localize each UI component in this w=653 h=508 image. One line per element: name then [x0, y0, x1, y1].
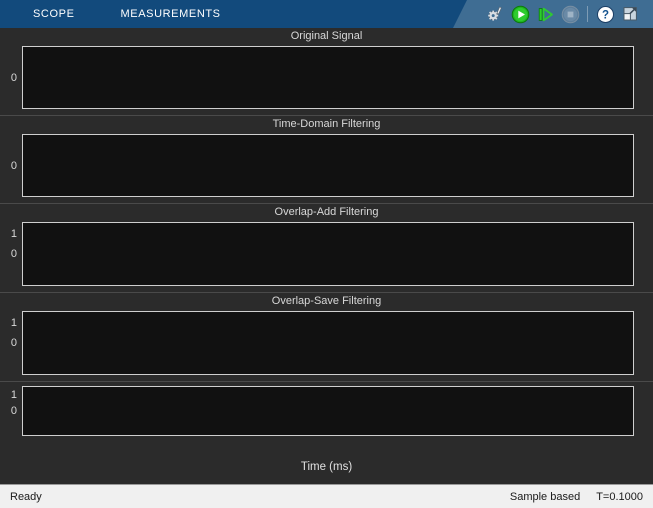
plot-title-overlap-save-filtering: Overlap-Save Filtering [271, 295, 382, 307]
status-bar: Ready Sample based T=0.1000 [0, 484, 653, 508]
x-axis-title: Time (ms) [300, 461, 353, 473]
y-axis-bottom: 1 0 [0, 386, 20, 436]
run-icon[interactable] [509, 3, 531, 25]
plot-title-overlap-add-filtering: Overlap-Add Filtering [274, 206, 379, 218]
plot-panel-overlap-save-filtering[interactable]: Overlap-Save Filtering 1 0 [0, 293, 653, 382]
y-tick-label: 0 [10, 404, 17, 417]
plot-area-overlap-save-filtering[interactable] [22, 311, 634, 375]
status-frame-mode: Sample based [509, 490, 581, 503]
configuration-properties-icon[interactable] [484, 3, 506, 25]
y-axis-original-signal: 0 [0, 46, 20, 109]
stop-icon [559, 3, 581, 25]
help-icon[interactable]: ? [594, 3, 616, 25]
plot-panel-bottom[interactable]: 1 0 [0, 382, 653, 440]
status-message: Ready [10, 490, 42, 503]
plot-panel-time-domain-filtering[interactable]: Time-Domain Filtering 0 [0, 116, 653, 204]
y-tick-label: 1 [10, 317, 17, 330]
tab-measurements[interactable]: MEASUREMENTS [120, 8, 221, 20]
plot-title-original-signal: Original Signal [290, 30, 363, 42]
step-forward-icon[interactable] [534, 3, 556, 25]
toolstrip-tabs: SCOPE MEASUREMENTS [0, 0, 233, 28]
y-axis-time-domain-filtering: 0 [0, 134, 20, 197]
y-tick-label: 0 [10, 248, 17, 260]
plot-area-time-domain-filtering[interactable] [22, 134, 634, 197]
undock-icon[interactable] [619, 3, 641, 25]
y-tick-label: 1 [10, 389, 17, 401]
svg-text:?: ? [601, 9, 608, 21]
plot-panel-original-signal[interactable]: Original Signal 0 [0, 28, 653, 116]
plot-area-overlap-add-filtering[interactable] [22, 222, 634, 286]
y-tick-label: 1 [10, 228, 17, 241]
y-axis-overlap-save-filtering: 1 0 [0, 311, 20, 375]
x-axis: Time (ms) [0, 440, 653, 484]
y-tick-label: 0 [10, 159, 17, 172]
y-tick-label: 0 [10, 71, 17, 84]
toolbar-separator [587, 6, 588, 22]
x-tick-labels [22, 440, 634, 460]
plot-stack: Original Signal 0 Time-Domain Filtering … [0, 28, 653, 440]
status-time: T=0.1000 [596, 490, 643, 503]
plot-area-bottom[interactable] [22, 386, 634, 436]
y-tick-label: 0 [10, 337, 17, 349]
plot-panel-overlap-add-filtering[interactable]: Overlap-Add Filtering 1 0 [0, 204, 653, 293]
toolstrip-actions: ? [453, 0, 653, 28]
plot-area-original-signal[interactable] [22, 46, 634, 109]
plot-title-time-domain-filtering: Time-Domain Filtering [272, 118, 381, 130]
y-axis-overlap-add-filtering: 1 0 [0, 222, 20, 286]
toolstrip: SCOPE MEASUREMENTS [0, 0, 653, 28]
toolstrip-action-panel [453, 0, 653, 28]
tab-scope[interactable]: SCOPE [33, 8, 75, 20]
